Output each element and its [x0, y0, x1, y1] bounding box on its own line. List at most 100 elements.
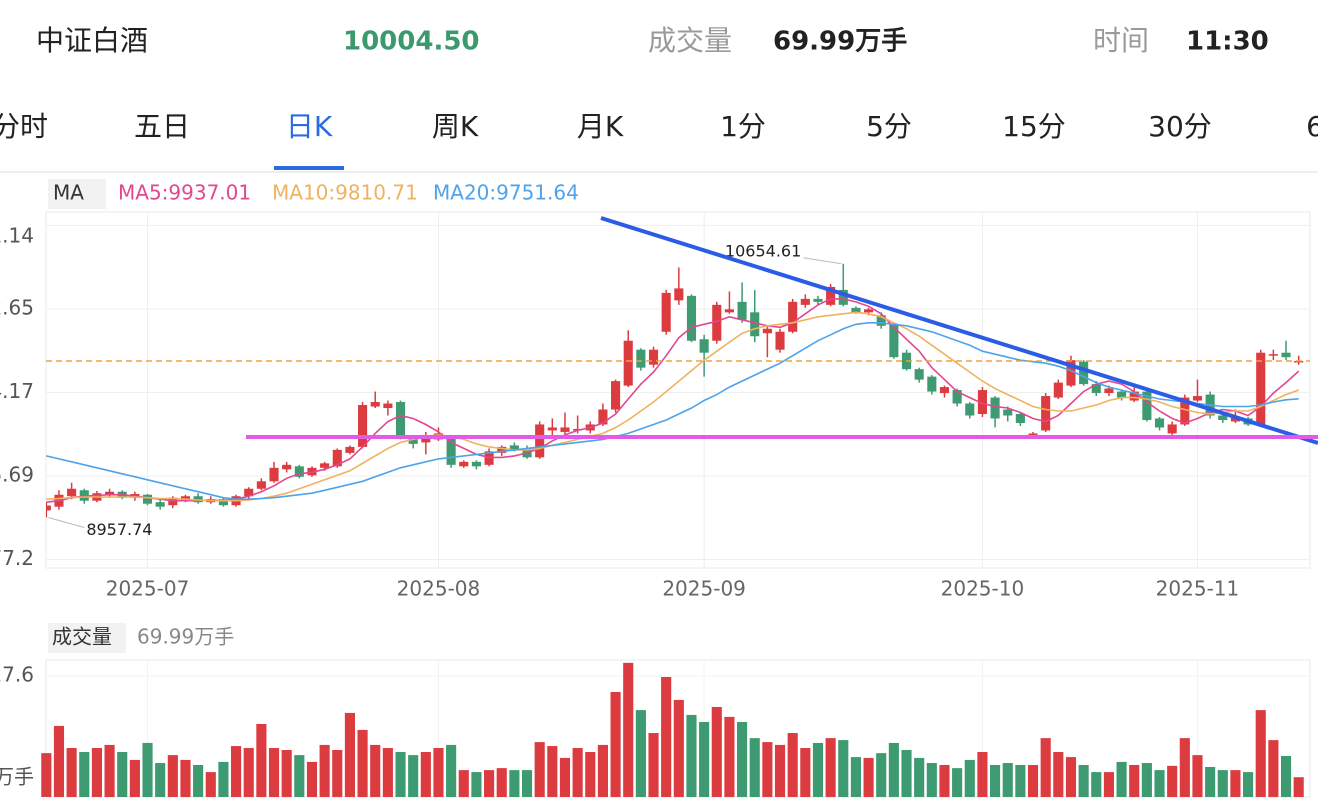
candle-body: [939, 387, 950, 394]
volume-bar: [268, 748, 280, 797]
candle-body: [1091, 384, 1101, 394]
tab[interactable]: 60分: [1306, 110, 1318, 143]
volume-title-box: [48, 623, 126, 653]
candle-body: [1256, 352, 1266, 425]
tab[interactable]: 月K: [577, 110, 624, 143]
volume-bar: [332, 750, 343, 797]
candle-body: [1015, 413, 1025, 423]
volume-bar: [926, 763, 937, 797]
tab[interactable]: 五日: [134, 110, 190, 143]
volume-bar: [825, 738, 836, 797]
candle-body: [611, 381, 621, 410]
candle-body: [699, 339, 709, 353]
volume-bar: [952, 768, 963, 797]
volume-bar: [939, 765, 950, 797]
tab[interactable]: 5分: [866, 110, 912, 143]
max-annotation: 10654.61: [725, 241, 801, 260]
volume-bar: [863, 757, 874, 797]
candle-body: [332, 449, 342, 467]
candle-body: [67, 488, 77, 497]
candle-body: [864, 309, 874, 313]
volume-bar: [1167, 765, 1178, 797]
min-annotation: 8957.74: [86, 520, 152, 539]
candle-body: [459, 461, 469, 467]
candle-body: [661, 292, 671, 332]
ma-line: [46, 322, 1299, 500]
volume-bars: [41, 662, 1304, 797]
volume-bar: [231, 746, 242, 797]
volume-bar: [471, 772, 482, 797]
volume-bar: [180, 759, 191, 797]
candle-body: [294, 466, 304, 477]
candle-body: [990, 397, 1000, 419]
volume-bar: [547, 746, 558, 797]
trend-line: [600, 216, 1318, 445]
volume-bar: [901, 750, 912, 797]
volume-bar: [1217, 770, 1228, 797]
volume-bar: [724, 716, 735, 797]
candle-body: [1154, 418, 1165, 428]
candle-body: [421, 436, 431, 443]
volume-bar: [1078, 765, 1089, 797]
volume-bar: [281, 750, 292, 797]
volume-bar: [357, 729, 368, 797]
tab[interactable]: 15分: [1002, 110, 1066, 143]
candle-body: [1003, 409, 1013, 416]
volume-bar: [749, 738, 760, 797]
volume-subtitle: 69.99万手: [137, 625, 234, 649]
candle-body: [1104, 388, 1114, 394]
tab[interactable]: 1分: [720, 110, 766, 143]
candle-body: [105, 491, 115, 495]
volume-value: 69.99万手: [773, 27, 907, 57]
candle-body: [1180, 397, 1190, 425]
volume-bar: [408, 755, 419, 797]
volume-bar: [699, 721, 710, 797]
candle-body: [750, 312, 760, 337]
volume-bar: [534, 742, 545, 797]
candle-body: [46, 505, 51, 511]
volume-bar: [104, 744, 115, 797]
volume-bar: [737, 721, 748, 797]
volume-bar: [610, 691, 621, 797]
candle-body: [370, 402, 380, 407]
volume-bar: [370, 744, 381, 797]
volume-bar: [1040, 738, 1051, 797]
candle-body: [244, 488, 254, 497]
tab[interactable]: 30分: [1148, 110, 1212, 143]
y-tick-label: 427.6: [0, 662, 34, 686]
price-frame: [45, 211, 1311, 569]
candle-body: [775, 331, 785, 350]
volume-bar: [800, 748, 811, 797]
volume-bar: [446, 744, 457, 797]
volume-title: 成交量: [52, 625, 112, 649]
annotation-leader: [803, 257, 842, 265]
legend-entry: MA10:9810.71: [272, 181, 418, 205]
volume-bar: [1002, 763, 1013, 797]
ma-line: [46, 311, 1299, 502]
volume-bar: [559, 757, 571, 797]
candle-body: [1142, 391, 1152, 420]
volume-bar: [623, 662, 634, 797]
candle-body: [623, 340, 633, 386]
tab[interactable]: 日K: [286, 110, 333, 143]
tab-bar: 分时 五日 日K 周K 月K 1分 5分 15分 30分 60分: [0, 110, 1318, 170]
candle-body: [598, 409, 608, 425]
volume-bar: [1268, 740, 1279, 797]
annotation-leader: [48, 517, 85, 528]
volume-bar: [597, 744, 608, 797]
candle-body: [282, 464, 292, 470]
tab[interactable]: 分时: [0, 110, 48, 143]
volume-bar: [1192, 755, 1203, 797]
candle-body: [686, 295, 697, 341]
volume-bar: [509, 770, 520, 797]
volume-bar: [395, 751, 406, 797]
x-tick-label: 2025-09: [662, 577, 746, 601]
y-tick-label: 9794.17: [0, 379, 34, 403]
candle-body: [889, 324, 899, 358]
volume-bar: [914, 757, 925, 797]
volume-bar: [79, 751, 90, 797]
volume-bar: [521, 770, 533, 797]
index-name: 中证白酒: [36, 24, 148, 57]
tab[interactable]: 周K: [432, 110, 479, 143]
